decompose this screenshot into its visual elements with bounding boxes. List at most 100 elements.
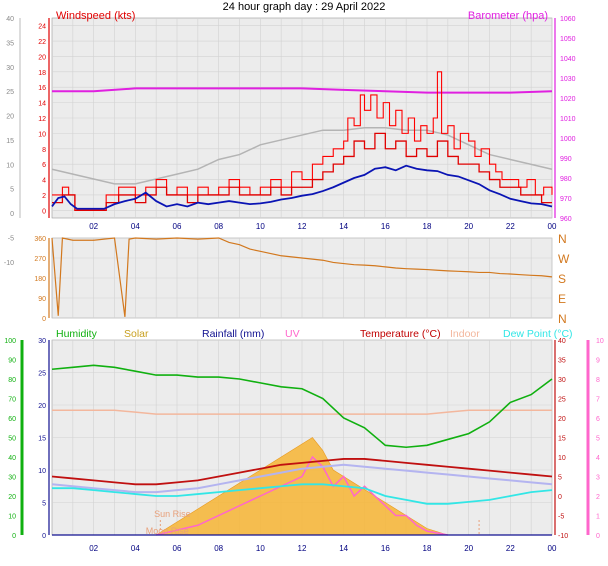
legend-item: Indoor xyxy=(450,328,480,340)
x-tick-label: 02 xyxy=(89,222,98,231)
wind-tick-label: 8 xyxy=(42,147,46,154)
temp-tick-label: 0 xyxy=(558,494,562,501)
x-tick-label: 10 xyxy=(256,222,265,231)
wind-tick-label: 6 xyxy=(42,162,46,169)
rain-tick-label: 25 xyxy=(38,371,46,378)
baro-tick-label: 1020 xyxy=(560,96,576,103)
temp-tick-label: 20 xyxy=(558,416,566,423)
wind-tick-label: 24 xyxy=(38,24,46,31)
compass-label: N xyxy=(558,312,567,326)
compass-label: E xyxy=(558,292,566,306)
legend-item: Solar xyxy=(124,328,149,340)
uv-tick-label: 0 xyxy=(596,533,600,540)
humidity-tick-label: 30 xyxy=(8,475,16,482)
x-tick-label: 14 xyxy=(339,222,348,231)
wind-tick-label: 10 xyxy=(38,131,46,138)
humidity-tick-label: 0 xyxy=(12,533,16,540)
baro-tick-label: 1010 xyxy=(560,116,576,123)
compass-label: N xyxy=(558,232,567,246)
x-tick-label: 20 xyxy=(464,544,473,553)
dir-tick-label: 270 xyxy=(34,256,46,263)
dir-tick-label: 360 xyxy=(34,236,46,243)
uv-tick-label: 6 xyxy=(596,416,600,423)
series-temperature xyxy=(51,458,553,486)
x-tick-label: 12 xyxy=(298,544,307,553)
rain-tick-label: 5 xyxy=(42,501,46,508)
x-tick-label: 16 xyxy=(381,222,390,231)
x-tick-label: 02 xyxy=(89,544,98,553)
far-left-tick-label: 0 xyxy=(10,211,14,218)
moonrise-label: Moon Rise xyxy=(146,526,189,536)
rain-tick-label: 20 xyxy=(38,403,46,410)
x-tick-label: 06 xyxy=(173,544,182,553)
series-humidity xyxy=(51,364,553,449)
uv-tick-label: 2 xyxy=(596,494,600,501)
legend-item: Temperature (°C) xyxy=(360,328,441,340)
far-left-tick-label: 35 xyxy=(6,40,14,47)
far-left-tick-label: 30 xyxy=(6,65,14,72)
humidity-tick-label: 20 xyxy=(8,494,16,501)
humidity-tick-label: 10 xyxy=(8,514,16,521)
series-grey-line xyxy=(51,127,553,185)
wind-tick-label: 20 xyxy=(38,54,46,61)
legend-item: UV xyxy=(285,328,300,340)
wind-tick-label: 0 xyxy=(42,208,46,215)
x-tick-label: 14 xyxy=(339,544,348,553)
legend-item: Dew Point (°C) xyxy=(503,328,573,340)
legend-item: Humidity xyxy=(56,328,98,340)
humidity-tick-label: 100 xyxy=(4,338,16,345)
x-tick-label: 08 xyxy=(214,222,223,231)
temp-tick-label: -5 xyxy=(558,514,564,521)
x-tick-label: 22 xyxy=(506,222,515,231)
far-left-tick-label: 5 xyxy=(10,187,14,194)
uv-tick-label: 4 xyxy=(596,455,600,462)
baro-tick-label: 970 xyxy=(560,196,572,203)
uv-tick-label: 9 xyxy=(596,358,600,365)
uv-tick-label: 7 xyxy=(596,397,600,404)
compass-label: S xyxy=(558,272,566,286)
temp-tick-label: 10 xyxy=(558,455,566,462)
x-tick-label: 20 xyxy=(464,222,473,231)
series-barometer xyxy=(52,87,553,94)
rain-tick-label: 30 xyxy=(38,338,46,345)
compass-label: W xyxy=(558,252,570,266)
x-tick-label: 22 xyxy=(506,544,515,553)
humidity-tick-label: 90 xyxy=(8,358,16,365)
baro-tick-label: 1060 xyxy=(560,16,576,23)
wind-tick-label: 16 xyxy=(38,85,46,92)
temp-tick-label: -10 xyxy=(558,533,568,540)
x-tick-label: 04 xyxy=(131,544,140,553)
wind-tick-label: 12 xyxy=(38,116,46,123)
x-tick-label: 00 xyxy=(548,222,557,231)
uv-tick-label: 5 xyxy=(596,436,600,443)
humidity-tick-label: 50 xyxy=(8,436,16,443)
x-tick-label: 18 xyxy=(423,544,432,553)
temp-tick-label: 15 xyxy=(558,436,566,443)
uv-tick-label: 3 xyxy=(596,475,600,482)
x-tick-label: 04 xyxy=(131,222,140,231)
uv-tick-label: 1 xyxy=(596,514,600,521)
x-tick-label: 08 xyxy=(214,544,223,553)
baro-axis-title: Barometer (hpa) xyxy=(468,10,548,22)
x-tick-label: 16 xyxy=(381,544,390,553)
wind-tick-label: 14 xyxy=(38,101,46,108)
series-avg-wind xyxy=(51,164,553,210)
far-left-tick-label: -10 xyxy=(4,260,14,267)
temp-tick-label: 5 xyxy=(558,475,562,482)
wind-tick-label: 2 xyxy=(42,193,46,200)
x-tick-label: 06 xyxy=(173,222,182,231)
baro-tick-label: 1000 xyxy=(560,136,576,143)
baro-tick-label: 990 xyxy=(560,156,572,163)
wind-tick-label: 18 xyxy=(38,70,46,77)
wind-tick-label: 4 xyxy=(42,178,46,185)
x-tick-label: 12 xyxy=(298,222,307,231)
x-tick-label: 10 xyxy=(256,544,265,553)
humidity-tick-label: 60 xyxy=(8,416,16,423)
far-left-tick-label: 40 xyxy=(6,16,14,23)
uv-tick-label: 10 xyxy=(596,338,604,345)
rain-tick-label: 0 xyxy=(42,533,46,540)
dir-tick-label: 180 xyxy=(34,276,46,283)
far-left-tick-label: 20 xyxy=(6,114,14,121)
uv-tick-label: 8 xyxy=(596,377,600,384)
